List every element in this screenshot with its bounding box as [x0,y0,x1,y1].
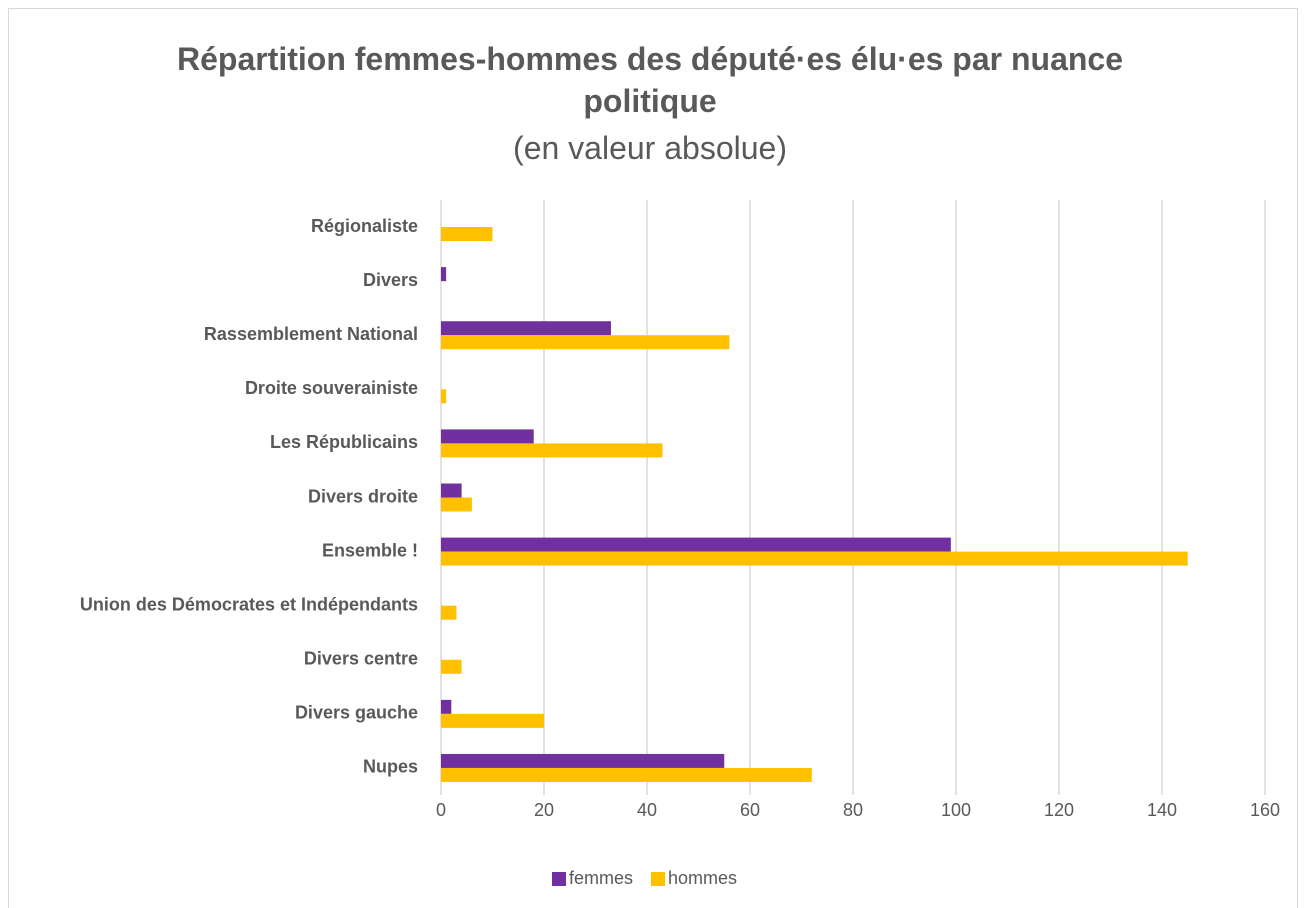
bar [441,443,663,458]
y-tick-label: Divers droite [308,486,418,506]
x-tick-label: 120 [1044,800,1074,820]
x-tick-label: 60 [740,800,760,820]
y-tick-label: Droite souverainiste [245,378,418,398]
legend-swatch [552,872,566,886]
bar [441,483,462,498]
x-tick-label: 100 [941,800,971,820]
y-tick-label: Les Républicains [270,432,418,452]
y-tick-label: Union des Démocrates et Indépendants [80,594,418,614]
bar [441,605,457,620]
y-tick-label: Régionaliste [311,216,418,236]
chart-border [8,8,1298,908]
bar [441,389,447,404]
y-tick-label: Divers gauche [295,703,418,723]
bar [441,551,1188,566]
bar [441,699,452,714]
y-tick-label: Rassemblement National [204,324,418,344]
x-tick-label: 0 [436,800,446,820]
y-tick-label: Divers centre [304,649,418,669]
bar [441,429,534,444]
bar [441,713,544,728]
bar [441,537,951,552]
bar [441,497,472,512]
chart-subtitle: (en valeur absolue) [513,130,787,166]
x-tick-label: 80 [843,800,863,820]
y-tick-label: Divers [363,270,418,290]
bar [441,659,462,674]
bar [441,335,730,350]
chart-title: Répartition femmes-hommes des député·es … [176,41,1124,119]
x-tick-label: 40 [637,800,657,820]
bar [441,767,812,782]
x-tick-label: 160 [1250,800,1280,820]
bar [441,227,493,242]
y-tick-label: Nupes [363,757,418,777]
legend-swatch [651,872,666,886]
y-tick-label: Ensemble ! [322,540,418,560]
bar [441,321,611,336]
legend-label: hommes [668,868,737,888]
bar [441,753,725,768]
legend-label: femmes [569,868,633,888]
bar [441,267,447,282]
x-tick-label: 20 [534,800,554,820]
x-tick-label: 140 [1147,800,1177,820]
